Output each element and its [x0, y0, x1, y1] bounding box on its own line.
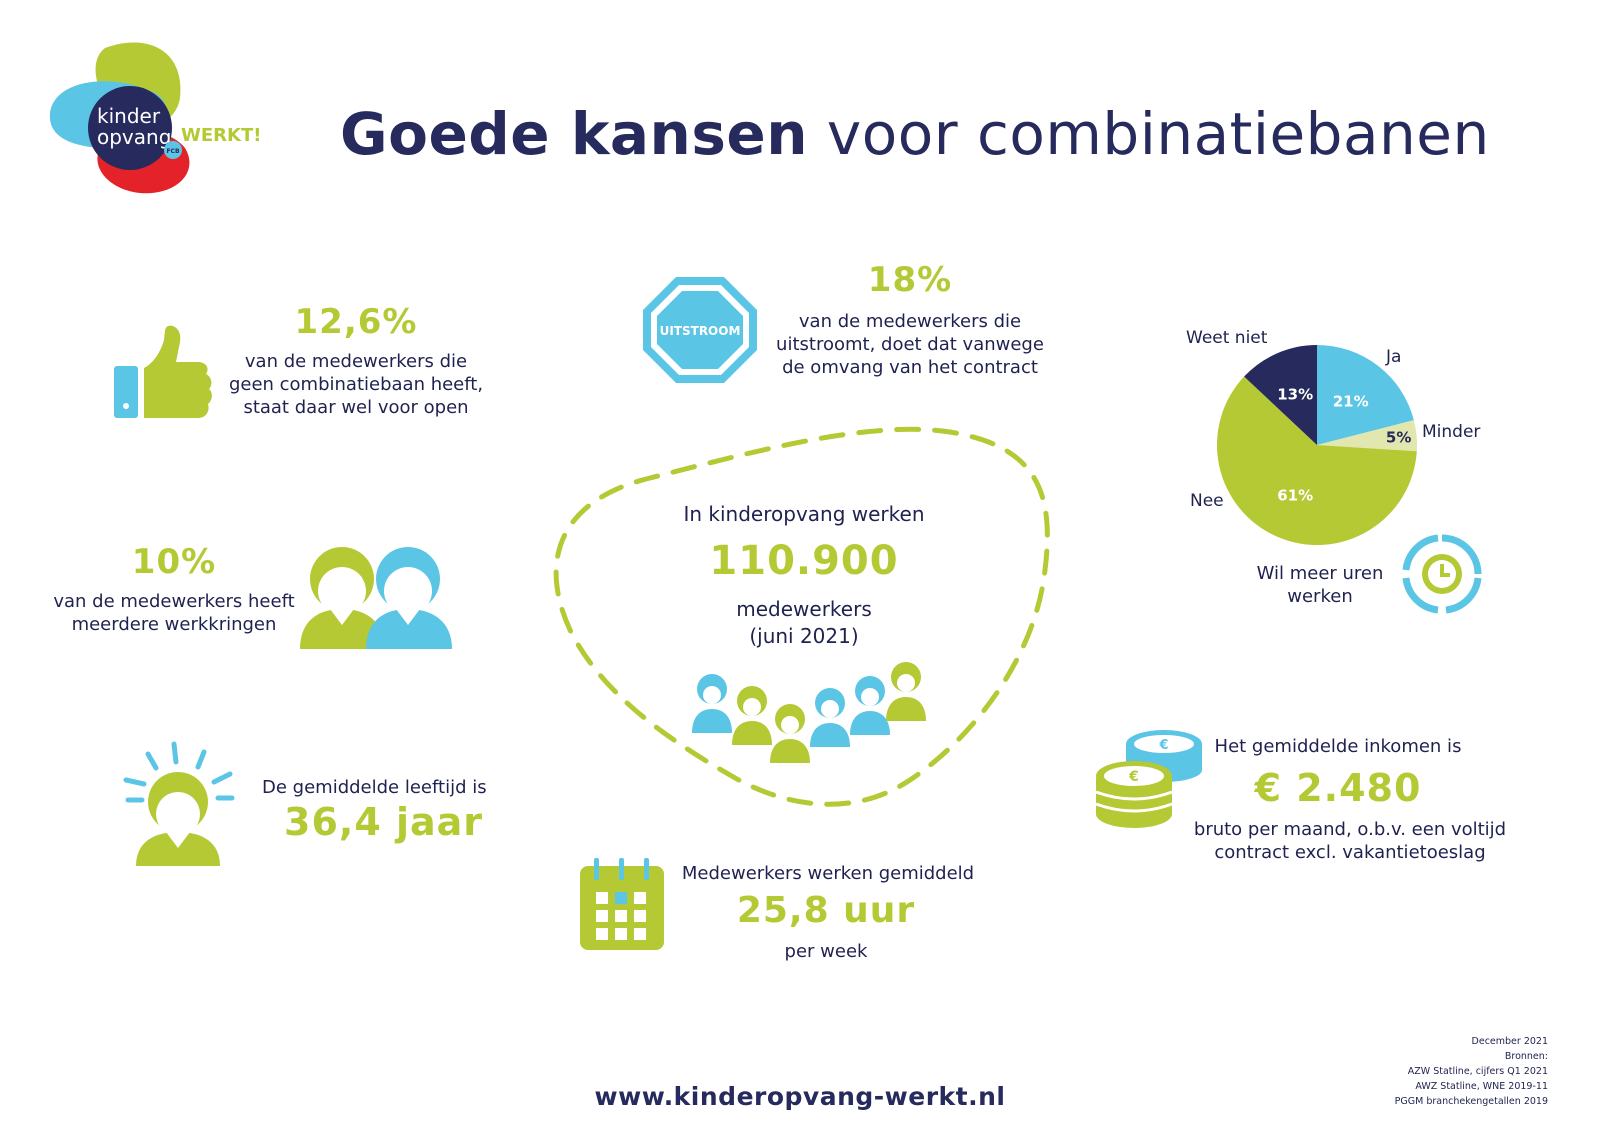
stat-open-value: 12,6%: [294, 302, 418, 342]
stat-outflow-line-3: de omvang van het contract: [782, 357, 1038, 378]
person-rays-icon: [123, 741, 235, 866]
stat-open-line-3: staat daar wel voor open: [243, 397, 469, 418]
logo-word-kinder: kinder: [97, 104, 161, 128]
pie-legend-ja: Ja: [1386, 347, 1402, 367]
stat-hours-text: per week: [784, 941, 868, 962]
two-people-icon: [300, 547, 452, 649]
stat-employees-intro: In kinderopvang werken: [683, 502, 925, 526]
logo-word-werkt: WERKT!: [181, 125, 261, 146]
page-title: Goede kansen voor combinatiebanen: [340, 100, 1490, 168]
title-bold: Goede kansen: [340, 100, 808, 168]
logo-word-opvang: opvang: [97, 125, 171, 149]
logo-badge: FCB: [166, 148, 180, 155]
stat-age-intro: De gemiddelde leeftijd is: [262, 777, 487, 798]
stat-age-value: 36,4 jaar: [284, 800, 484, 844]
stat-open-text: van de medewerkers die geen combinatieba…: [206, 350, 506, 419]
pie-slice-nee: [1217, 376, 1417, 545]
pie-value-minder: 5%: [1386, 428, 1411, 446]
sources-date: December 2021: [1471, 1036, 1548, 1047]
pie-value-nee: 61%: [1277, 486, 1313, 504]
svg-text:€: €: [1158, 738, 1168, 753]
stat-outflow-text: van de medewerkers die uitstroomt, doet …: [755, 310, 1065, 379]
stat-employees-line-2: (juni 2021): [749, 624, 859, 648]
sources-line-3: PGGM branchekengetallen 2019: [1394, 1096, 1548, 1107]
stat-income-line-2: contract excl. vakantietoeslag: [1214, 842, 1486, 863]
pie-legend-nee: Nee: [1190, 491, 1224, 511]
stat-outflow-line-1: van de medewerkers die: [798, 311, 1022, 332]
pie-value-ja: 21%: [1333, 393, 1369, 411]
stat-hours-intro: Medewerkers werken gemiddeld: [681, 863, 975, 884]
crowd-icon: [692, 662, 926, 763]
thumbs-up-icon: [114, 325, 212, 418]
stat-income-line-1: bruto per maand, o.b.v. een voltijd: [1193, 819, 1507, 840]
stat-multiple-text: van de medewerkers heeft meerdere werkkr…: [24, 590, 324, 636]
pie-caption-line-2: werken: [1287, 586, 1353, 607]
pie-caption-line-1: Wil meer uren: [1256, 563, 1384, 584]
stat-income-value: € 2.480: [1254, 766, 1422, 810]
stat-open-line-1: van de medewerkers die: [244, 351, 468, 372]
stat-employees-value: 110.900: [709, 538, 899, 584]
dashed-blob-outline: [553, 426, 1050, 807]
stat-income-intro: Het gemiddelde inkomen is: [1214, 736, 1462, 757]
kinderopvang-werkt-logo: kinder opvang FCB WERKT!: [49, 42, 261, 194]
stat-open-line-2: geen combinatiebaan heeft,: [228, 374, 484, 395]
stat-multiple-line-2: meerdere werkkringen: [71, 614, 277, 635]
pie-caption: Wil meer uren werken: [1230, 562, 1410, 608]
sources-line-1: AZW Statline, cijfers Q1 2021: [1407, 1066, 1548, 1077]
stat-outflow-line-2: uitstroomt, doet dat vanwege: [776, 334, 1044, 355]
stat-hours-value: 25,8 uur: [736, 890, 916, 931]
stop-sign-label: UITSTROOM: [660, 324, 741, 338]
pie-legend-minder: Minder: [1422, 422, 1481, 442]
sources-block: December 2021 Bronnen: AZW Statline, cij…: [1288, 1034, 1548, 1109]
stat-outflow-value: 18%: [867, 260, 953, 300]
svg-text:€: €: [1128, 769, 1139, 785]
stat-income-text: bruto per maand, o.b.v. een voltijd cont…: [1180, 818, 1520, 864]
stat-employees-text: medewerkers (juni 2021): [664, 596, 944, 650]
stop-sign-icon: UITSTROOM: [643, 277, 757, 383]
pie-chart: 21% 5% 61% 13%: [1217, 345, 1417, 545]
pie-slice-minder: [1317, 420, 1417, 452]
pie-legend-weet-niet: Weet niet: [1186, 328, 1268, 348]
title-rest: voor combinatiebanen: [808, 100, 1490, 168]
euro-coins-icon: € €: [1095, 730, 1202, 828]
pie-slice-ja: [1317, 345, 1414, 445]
stat-multiple-line-1: van de medewerkers heeft: [53, 591, 295, 612]
stat-multiple-value: 10%: [131, 542, 217, 582]
clock-refresh-icon: [1402, 534, 1482, 614]
pie-slice-weet-niet: [1244, 345, 1317, 445]
website-link[interactable]: www.kinderopvang-werkt.nl: [594, 1082, 1006, 1111]
sources-heading: Bronnen:: [1504, 1051, 1548, 1062]
calendar-icon: [580, 858, 664, 950]
pie-value-weet-niet: 13%: [1277, 386, 1313, 404]
sources-line-2: AWZ Statline, WNE 2019-11: [1415, 1081, 1548, 1092]
stat-employees-line-1: medewerkers: [736, 597, 872, 621]
